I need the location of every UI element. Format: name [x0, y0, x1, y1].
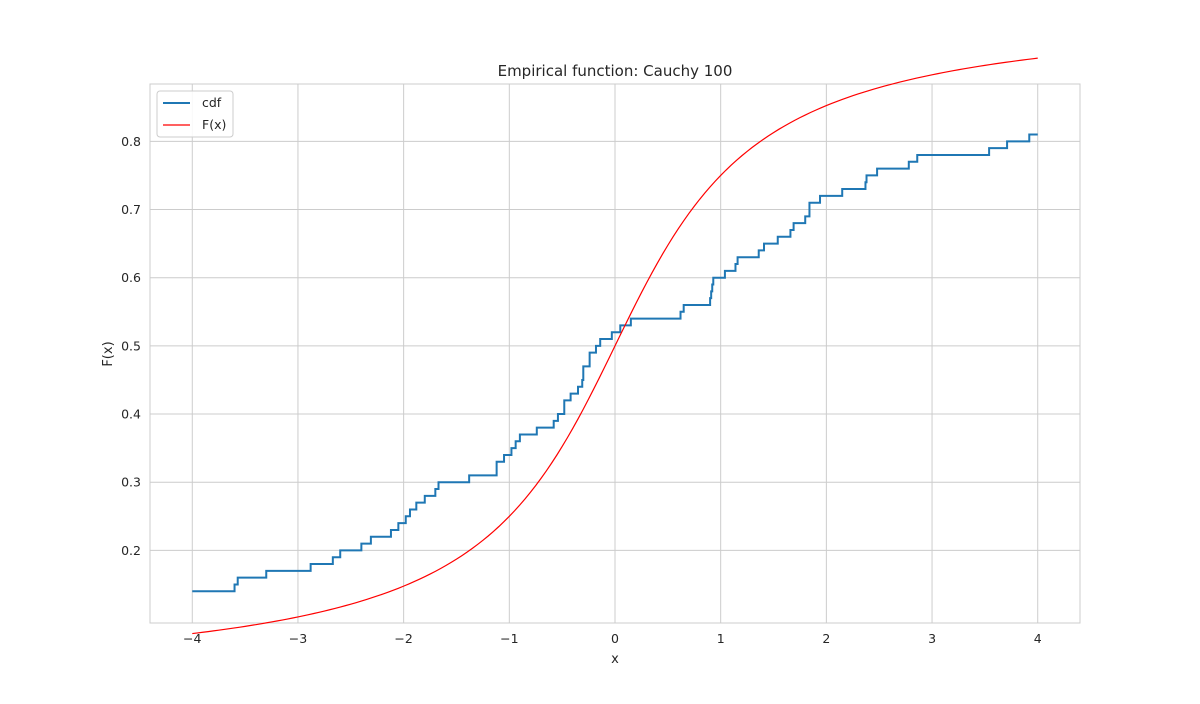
y-tick-label: 0.2: [121, 543, 141, 558]
legend: cdf F(x): [156, 90, 234, 138]
y-tick-label: 0.5: [121, 338, 141, 353]
x-tick-label: −2: [394, 631, 412, 646]
x-tick-label: 3: [928, 631, 936, 646]
legend-label-cdf: cdf: [202, 95, 222, 110]
x-tick-label: 4: [1034, 631, 1042, 646]
chart-title: Empirical function: Cauchy 100: [498, 62, 733, 80]
y-tick-label: 0.6: [121, 270, 141, 285]
y-axis-label: F(x): [101, 341, 116, 366]
y-tick-label: 0.7: [121, 202, 141, 217]
series-line-fx: [192, 57, 1038, 635]
y-tick-label: 0.4: [121, 407, 141, 422]
grid: [150, 84, 1080, 623]
x-tick-label: 2: [822, 631, 830, 646]
x-tick-label: 1: [717, 631, 725, 646]
series-layer: [192, 57, 1038, 635]
x-tick-label: 0: [611, 631, 619, 646]
y-tick-label: 0.3: [121, 475, 141, 490]
x-tick-label: −3: [289, 631, 307, 646]
series-line-cdf: [192, 133, 1038, 593]
x-tick-label: −1: [500, 631, 518, 646]
x-tick-label: −4: [183, 631, 201, 646]
legend-label-fx: F(x): [202, 117, 226, 132]
x-axis-label: x: [611, 652, 619, 667]
y-tick-label: 0.8: [121, 134, 141, 149]
ticks: −4 −3 −2 −1 0 1 2 3 4 0.2 0.3 0.4 0.5 0.6 0.7 0.8: [121, 134, 1042, 646]
